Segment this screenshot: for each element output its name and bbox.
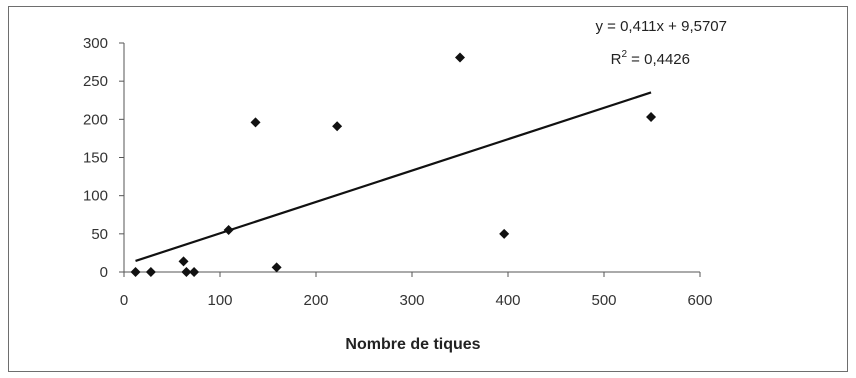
chart-frame — [8, 6, 848, 372]
data-point — [130, 267, 141, 277]
r-squared-label: R2 = 0,4426 — [611, 49, 690, 68]
data-point — [646, 112, 657, 123]
y-tick-label: 300 — [83, 35, 108, 52]
y-tick-label: 50 — [91, 226, 108, 243]
trendline — [135, 91, 652, 262]
data-point — [250, 117, 261, 128]
labels-group: 0 50 100 150 200 250 300 0 100 200 300 400 500 600 — [83, 35, 713, 309]
data-point — [181, 267, 192, 277]
data-point — [145, 267, 156, 277]
x-tick-label: 300 — [399, 292, 424, 309]
x-tick-label: 500 — [591, 292, 616, 309]
data-point — [332, 121, 343, 132]
y-tick-label: 0 — [100, 264, 108, 281]
r-squared-symbol: R — [611, 51, 622, 68]
data-point — [271, 262, 282, 273]
r-squared-value: = 0,4426 — [627, 51, 690, 68]
data-point — [178, 256, 189, 267]
y-tick-label: 250 — [83, 73, 108, 90]
data-point — [223, 225, 234, 236]
x-tick-label: 600 — [687, 292, 712, 309]
axes — [119, 42, 701, 277]
x-axis-title: Nombre de tiques — [345, 336, 480, 353]
trendline-group — [135, 91, 652, 262]
x-tick-label: 200 — [303, 292, 328, 309]
x-tick-label: 400 — [495, 292, 520, 309]
data-point — [499, 228, 510, 239]
x-tick-label: 100 — [207, 292, 232, 309]
points-group — [130, 52, 657, 277]
trendline-equation: y = 0,411x + 9,5707 — [596, 18, 728, 35]
data-point — [189, 267, 200, 277]
y-tick-label: 100 — [83, 188, 108, 205]
y-tick-label: 150 — [83, 150, 108, 167]
r-squared-exponent: 2 — [621, 49, 627, 60]
y-tick-label: 200 — [83, 111, 108, 128]
data-point — [455, 52, 465, 63]
x-tick-label: 0 — [120, 292, 128, 309]
